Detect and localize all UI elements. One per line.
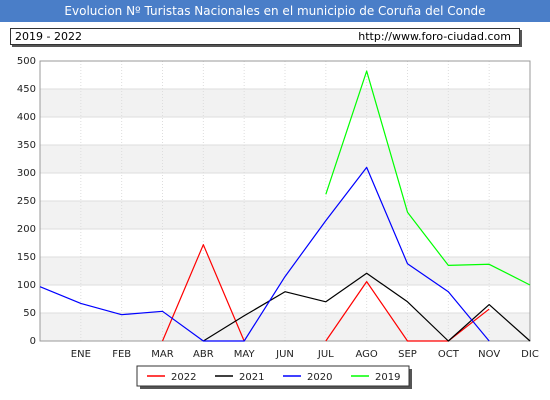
series-line-2021 [203, 272, 531, 342]
x-tick-label: MAR [151, 349, 173, 360]
year-range: 2019 - 2022 [15, 30, 82, 43]
x-tick-label: ABR [193, 349, 214, 360]
chart-title: Evolucion Nº Turistas Nacionales en el m… [0, 0, 550, 22]
plot-band [40, 145, 530, 173]
x-tick-label: JUL [317, 349, 334, 360]
y-tick-label: 400 [17, 112, 36, 123]
y-tick-labels: 0 50 100 150 200 250 300 350 400 450 500 [17, 56, 36, 347]
x-tick-label: DIC [521, 349, 539, 360]
y-tick-label: 100 [17, 280, 36, 291]
series-line-2022 [161, 244, 245, 342]
series-line-2019 [325, 70, 531, 286]
x-tick-label: ENE [71, 349, 91, 360]
legend-label-2020: 2020 [307, 372, 332, 383]
x-tick-label: AGO [356, 349, 378, 360]
y-tick-label: 200 [17, 224, 36, 235]
legend-label-2021: 2021 [239, 372, 264, 383]
y-tick-label: 0 [30, 336, 36, 347]
x-tick-label: JUN [275, 349, 294, 360]
legend-label-2019: 2019 [375, 372, 400, 383]
y-tick-label: 500 [17, 56, 36, 67]
x-tick-labels: ENE FEB MAR ABR MAY JUN JUL AGO SEP OCT NOV DIC [71, 349, 539, 360]
x-tick-label: NOV [478, 349, 500, 360]
y-tick-label: 250 [17, 196, 36, 207]
x-tick-label: FEB [112, 349, 131, 360]
axes [39, 60, 531, 342]
y-tick-label: 150 [17, 252, 36, 263]
y-tick-label: 350 [17, 140, 36, 151]
x-tick-label: SEP [398, 349, 417, 360]
info-bar: 2019 - 2022 http://www.foro-ciudad.com [10, 28, 520, 45]
series-line-2022 [325, 281, 490, 342]
y-tick-label: 50 [23, 308, 36, 319]
source-url[interactable]: http://www.foro-ciudad.com [358, 30, 511, 43]
y-tick-label: 450 [17, 84, 36, 95]
legend-label-2022: 2022 [171, 372, 196, 383]
x-tick-label: OCT [438, 349, 460, 360]
plot-band [40, 313, 530, 341]
series-line-2020 [39, 166, 490, 342]
legend-box [136, 365, 410, 387]
legend: 2022 2021 2020 2019 [136, 365, 412, 389]
plot-border [39, 60, 531, 342]
x-tick-label: MAY [234, 349, 256, 360]
y-tick-label: 300 [17, 168, 36, 179]
series-lines [39, 70, 531, 342]
